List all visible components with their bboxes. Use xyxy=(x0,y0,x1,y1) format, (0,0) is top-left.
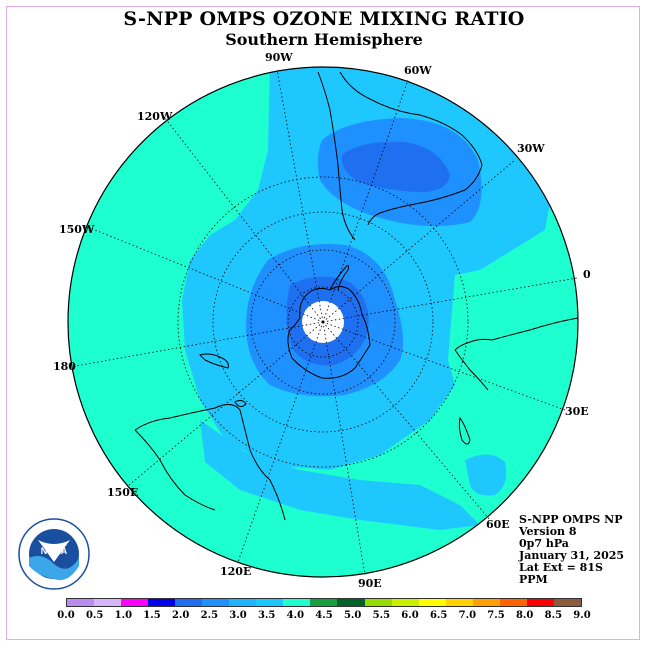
scale-tick-label: 7.5 xyxy=(487,610,505,621)
color-scale xyxy=(66,598,582,607)
color-swatch-7.5 xyxy=(472,599,500,606)
scale-tick-label: 9.0 xyxy=(573,610,591,621)
info-instrument: S-NPP OMPS NP xyxy=(519,513,623,526)
color-scale-bar xyxy=(66,598,582,607)
lon-label-30e: 30E xyxy=(565,405,589,418)
info-lat-extent: Lat Ext = 81S xyxy=(519,561,603,574)
lon-label-90e: 90E xyxy=(358,577,382,590)
noaa-logo: NOAA xyxy=(18,518,90,590)
dataset-info: S-NPP OMPS NP Version 8 0p7 hPa January … xyxy=(519,514,624,586)
new-zealand-coast xyxy=(199,353,229,369)
longitude-gridlines xyxy=(69,69,578,576)
south-pole-marker xyxy=(321,320,325,324)
scale-tick-label: 1.5 xyxy=(143,610,161,621)
scale-tick-label: 6.0 xyxy=(401,610,419,621)
ozone-field xyxy=(68,67,578,577)
color-swatch-5.0 xyxy=(337,599,365,606)
info-pressure-level: 0p7 hPa xyxy=(519,537,569,550)
color-swatch-6.0 xyxy=(391,599,419,606)
lon-label-60w: 60W xyxy=(404,64,432,77)
australia-coast xyxy=(134,404,286,521)
south-america-coast xyxy=(317,71,483,241)
lon-label-180: 180 xyxy=(53,360,76,373)
color-swatch-9.0 xyxy=(553,599,581,606)
color-swatch-2.5 xyxy=(202,599,230,606)
color-swatch-0.0 xyxy=(67,599,95,606)
color-swatch-8.5 xyxy=(526,599,554,606)
color-swatch-3.5 xyxy=(256,599,284,606)
band-2.0-2.5-north xyxy=(341,141,450,192)
logo-wordmark: NOAA xyxy=(41,546,68,556)
antarctica-coast xyxy=(287,286,371,379)
lon-label-150w: 150W xyxy=(59,223,95,236)
scale-tick-label: 2.0 xyxy=(171,610,190,621)
color-swatch-1.0 xyxy=(121,599,149,606)
map-subtitle: Southern Hemisphere xyxy=(225,30,423,49)
lon-label-90w: 90W xyxy=(265,51,293,64)
lon-label-0: 0 xyxy=(583,268,591,281)
map-title: S-NPP OMPS OZONE MIXING RATIO xyxy=(123,8,525,30)
color-swatch-5.5 xyxy=(364,599,392,606)
tasmania-coast xyxy=(234,399,247,408)
lon-label-60e: 60E xyxy=(486,518,510,531)
lon-label-120w: 120W xyxy=(137,110,173,123)
info-units: PPM xyxy=(519,573,548,586)
band-3.0-3.5-south-lobe xyxy=(200,420,480,530)
madagascar-coast xyxy=(458,416,471,445)
scale-tick-label: 0.5 xyxy=(85,610,104,621)
latitude-gridlines xyxy=(177,176,469,468)
color-swatch-2.0 xyxy=(175,599,203,606)
scale-tick-label: 5.5 xyxy=(372,610,391,621)
scale-tick-label: 1.0 xyxy=(114,610,133,621)
plot-frame xyxy=(6,6,640,640)
africa-coast xyxy=(454,317,579,391)
scale-tick-label: 5.0 xyxy=(343,610,362,621)
scale-tick-label: 7.0 xyxy=(458,610,477,621)
info-date: January 31, 2025 xyxy=(519,549,625,562)
color-swatch-7.0 xyxy=(445,599,473,606)
color-swatch-4.5 xyxy=(310,599,338,606)
scale-tick-label: 3.5 xyxy=(257,610,276,621)
band-3.0-3.5-east-lobe xyxy=(465,454,507,496)
color-swatch-0.5 xyxy=(94,599,122,606)
scale-tick-label: 8.5 xyxy=(544,610,563,621)
scale-tick-label: 3.0 xyxy=(229,610,247,621)
lon-label-150e: 150E xyxy=(107,486,139,499)
scale-tick-label: 4.0 xyxy=(286,610,305,621)
scale-tick-label: 4.5 xyxy=(315,610,333,621)
antarctic-peninsula xyxy=(329,264,350,291)
color-swatch-3.0 xyxy=(229,599,257,606)
color-swatch-1.5 xyxy=(148,599,176,606)
lon-label-30w: 30W xyxy=(517,142,545,155)
info-version: Version 8 xyxy=(519,525,577,538)
scale-tick-label: 6.5 xyxy=(429,610,448,621)
color-swatch-8.0 xyxy=(499,599,527,606)
lon-label-120e: 120E xyxy=(220,565,252,578)
scale-tick-label: 2.5 xyxy=(200,610,219,621)
scale-tick-label: 0.0 xyxy=(57,610,75,621)
scale-tick-label: 8.0 xyxy=(515,610,534,621)
color-swatch-6.5 xyxy=(418,599,446,606)
coastlines xyxy=(134,71,579,521)
color-swatch-4.0 xyxy=(283,599,311,606)
map-boundary xyxy=(67,66,579,578)
